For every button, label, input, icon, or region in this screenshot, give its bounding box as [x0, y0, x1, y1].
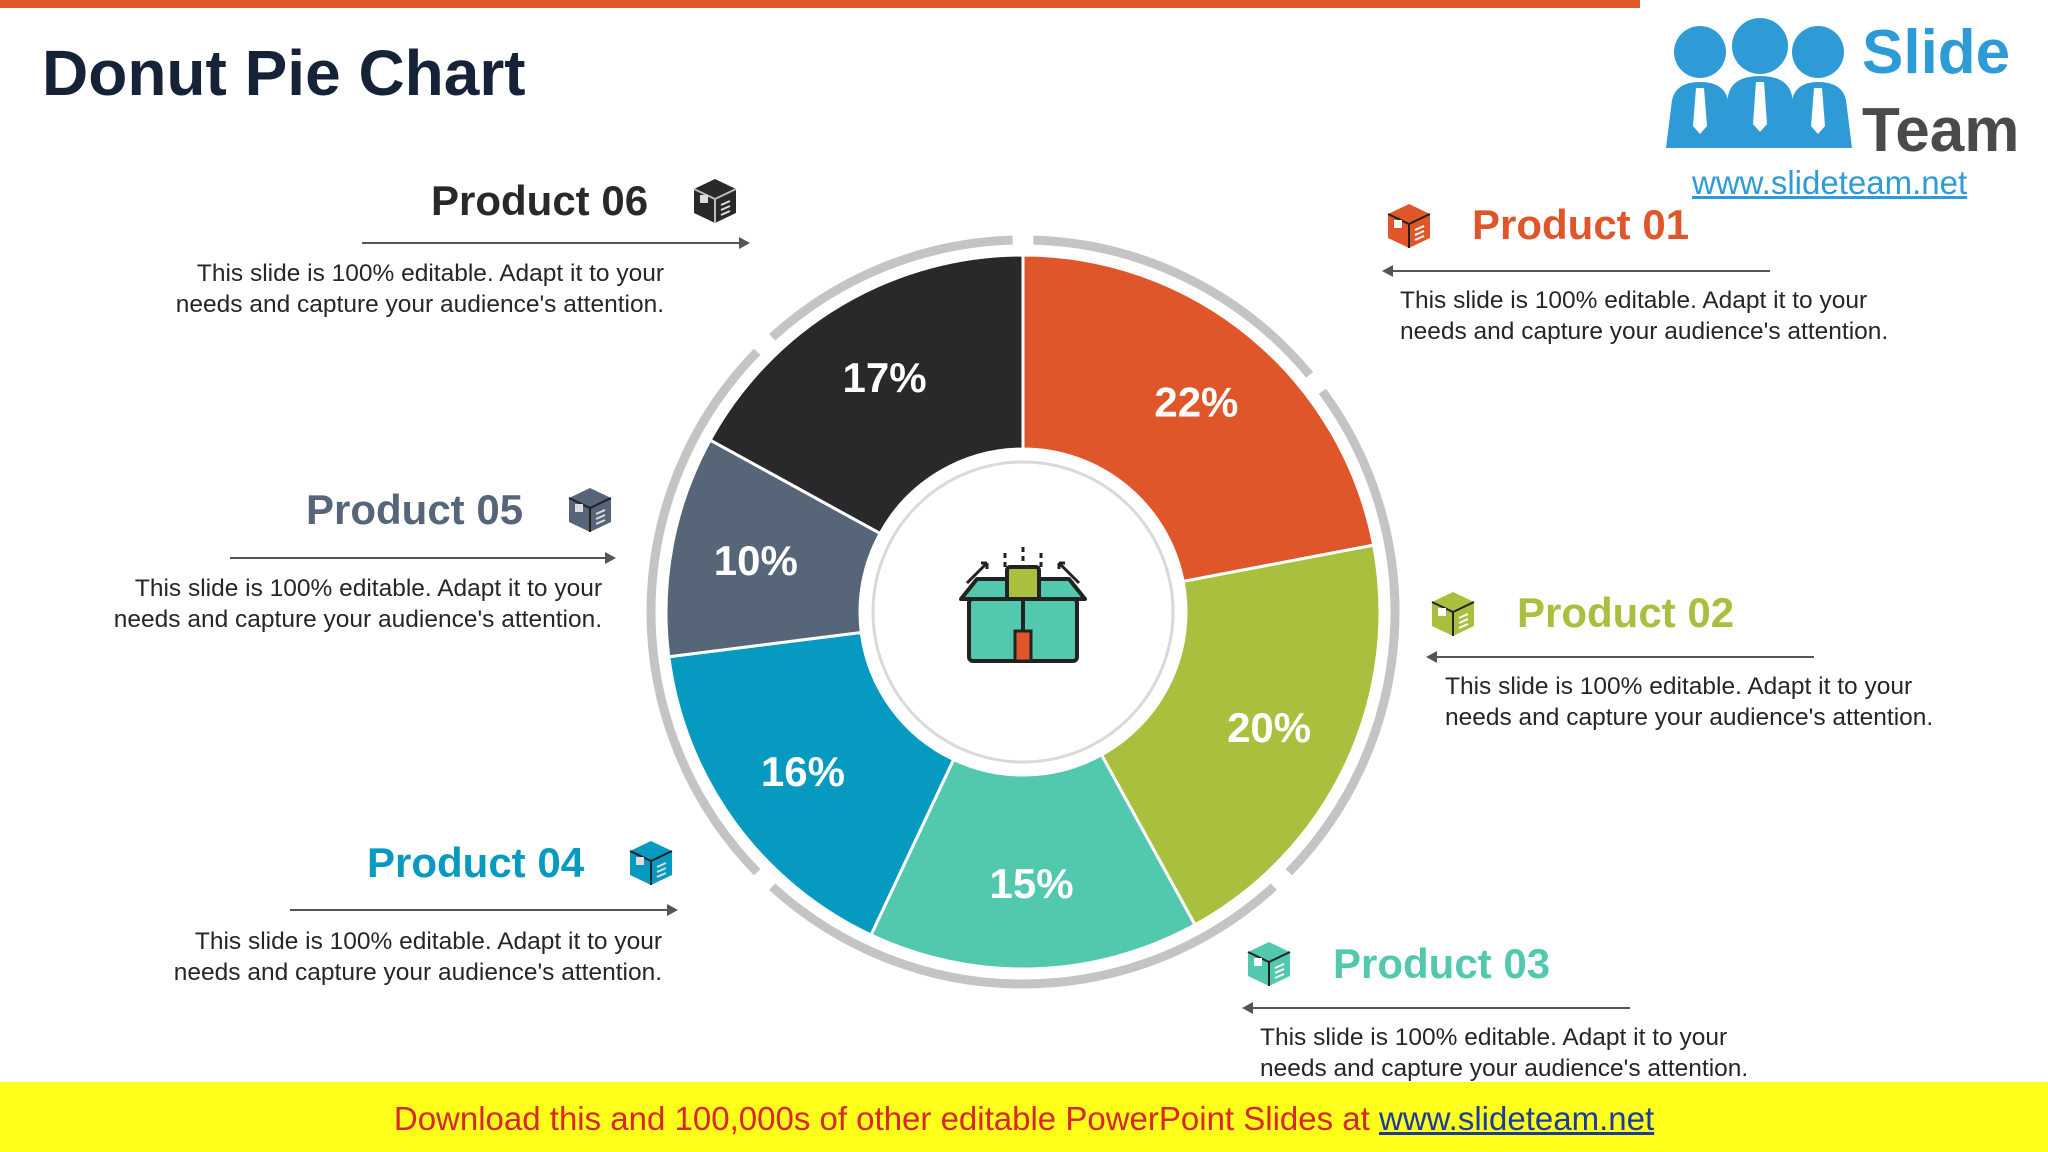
product-05-box-icon — [568, 488, 612, 532]
product-06-box-icon — [693, 179, 737, 223]
slice-label: 20% — [1227, 704, 1311, 751]
slice-label: 22% — [1154, 378, 1238, 425]
donut-slices — [664, 253, 1382, 971]
banner-text: Download this and 100,000s of other edit… — [0, 1100, 2048, 1138]
outer-ring-arc — [1033, 235, 1314, 378]
product-01-box-icon — [1387, 204, 1431, 248]
product-06-title: Product 06 — [431, 177, 649, 224]
product-03-description: This slide is 100% editable. Adapt it to… — [1260, 1024, 1749, 1082]
product-05-description: This slide is 100% editable. Adapt it to… — [113, 575, 602, 633]
slice-label: 10% — [714, 537, 798, 584]
page-title: Donut Pie Chart — [42, 37, 526, 109]
banner-message: Download this and 100,000s of other edit… — [393, 1100, 1379, 1137]
inner-ring — [871, 460, 1175, 764]
product-03-title: Product 03 — [1333, 940, 1551, 987]
download-banner: Download this and 100,000s of other edit… — [0, 1082, 2048, 1152]
slice-label: 16% — [761, 748, 845, 795]
banner-link[interactable]: www.slideteam.net — [1379, 1100, 1655, 1137]
product-06-arrow — [362, 237, 750, 249]
product-01-description: This slide is 100% editable. Adapt it to… — [1400, 287, 1889, 345]
product-05-arrow — [230, 552, 616, 564]
slice-label: 17% — [843, 354, 927, 401]
outer-ring-arc — [769, 883, 1277, 989]
product-01-title: Product 01 — [1472, 201, 1690, 248]
slideteam-logo[interactable]: Slide Team www.slideteam.net — [1640, 0, 2048, 210]
outer-ring-arc — [769, 235, 1013, 341]
product-04-description: This slide is 100% editable. Adapt it to… — [173, 928, 662, 986]
product-03-arrow — [1242, 1002, 1630, 1014]
product-02-arrow — [1426, 651, 1814, 663]
product-06-description: This slide is 100% editable. Adapt it to… — [175, 260, 664, 318]
logo-word-team: Team — [1862, 96, 2020, 165]
people-logo-icon — [1666, 18, 1852, 148]
outer-ring-arc — [646, 348, 761, 876]
product-03-box-icon — [1247, 942, 1291, 986]
product-02-box-icon — [1431, 592, 1475, 636]
product-04-box-icon — [629, 841, 673, 885]
donut-chart: 22% 20% 15% 16% 10% 17% — [646, 235, 1400, 989]
outer-ring — [646, 235, 1400, 989]
product-02-title: Product 02 — [1517, 589, 1735, 636]
slice-label: 15% — [990, 860, 1074, 907]
product-02-description: This slide is 100% editable. Adapt it to… — [1445, 673, 1934, 731]
product-05-title: Product 05 — [306, 486, 524, 533]
gift-box-icon — [959, 547, 1087, 663]
product-01-arrow — [1382, 265, 1770, 277]
outer-ring-arc — [1285, 388, 1400, 876]
donut-slice-product-06 — [708, 253, 1025, 536]
top-accent-bar — [0, 0, 1640, 8]
logo-word-slide: Slide — [1862, 18, 2011, 87]
product-04-arrow — [290, 904, 678, 916]
logo-url-link[interactable]: www.slideteam.net — [1692, 164, 1968, 201]
product-04-title: Product 04 — [367, 839, 585, 886]
slice-labels: 22% 20% 15% 16% 10% 17% — [714, 354, 1311, 907]
